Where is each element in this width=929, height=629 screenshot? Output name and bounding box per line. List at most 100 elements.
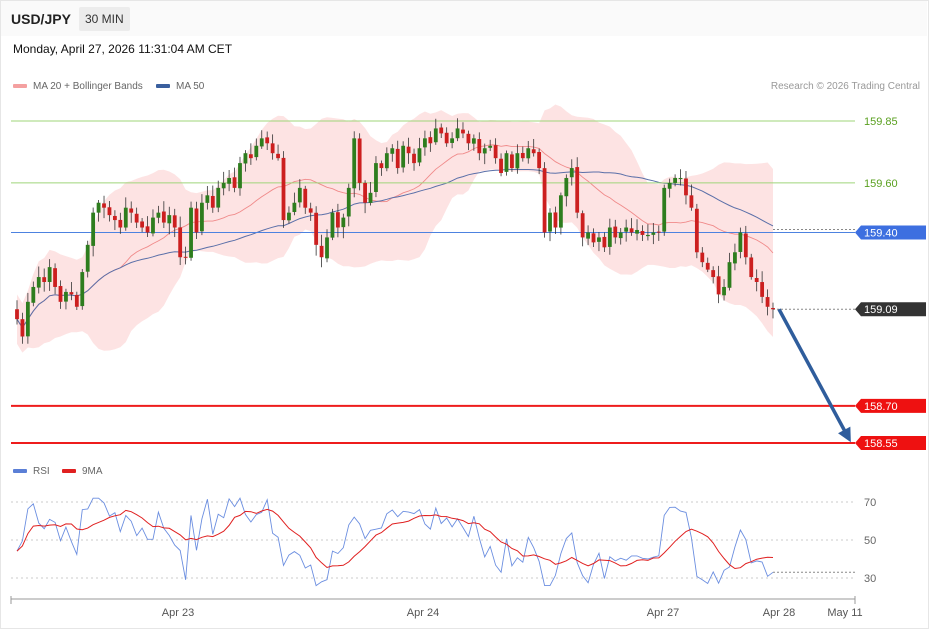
candle-body [221,182,226,189]
candle-body [602,236,607,248]
candle [635,219,639,241]
candle-body [47,267,52,282]
candle-body [69,292,74,295]
x-tick-label: Apr 24 [407,607,439,619]
candle [482,143,487,165]
candle-body [368,192,373,203]
candle-body [248,154,253,159]
candle-body [205,195,210,203]
candle [335,203,340,238]
candle-body [629,228,634,233]
candle-body [80,272,85,307]
candle [140,217,144,233]
candle [531,138,536,157]
candle-body [439,127,444,134]
candle-body [428,137,433,144]
candle-body [705,262,710,270]
candle-body [107,207,112,216]
candle-body [74,294,79,307]
candle [183,246,188,265]
candle-body [646,234,650,237]
level-tag-159.09 [855,302,926,317]
candle [493,138,498,164]
candle-body [635,229,639,234]
candle-body [216,187,221,208]
level-label-158.55: 158.55 [864,438,898,450]
candle [314,206,319,256]
candle [292,192,297,216]
candle-body [178,227,183,258]
candle [537,148,542,175]
level-label-159.40: 159.40 [864,227,898,239]
candle-body [760,282,765,297]
candle [684,170,688,205]
ma50-line [16,168,774,329]
candle-body [112,215,117,221]
candle [102,195,106,219]
level-label-158.70: 158.70 [864,401,898,413]
candle-body [36,277,41,288]
candle [156,205,161,224]
legend-ma50-swatch [156,84,170,89]
candle [743,225,748,265]
candle [651,223,656,245]
level-tag-159.40 [855,225,926,240]
candle [276,144,280,161]
candle [629,218,634,236]
candle-body [346,187,351,217]
candle [455,118,460,142]
candle [308,202,313,221]
candle-body [96,202,101,213]
copyright-label: Research © 2026 Trading Central [770,81,920,92]
candle-body [433,128,438,143]
candle [542,162,547,238]
candle [520,146,525,162]
candle-body [210,195,215,208]
level-label-159.85: 159.85 [864,116,898,128]
candle-body [281,157,286,221]
candle-body [417,148,422,163]
rsi-tick-50: 50 [864,535,876,547]
bollinger-band [17,104,773,353]
candle [477,132,482,161]
candle [319,234,324,268]
candle-body [450,138,455,143]
candle [662,184,667,236]
candle-body [259,138,264,147]
candle [526,140,531,164]
candle [341,213,346,239]
x-tick-label: Apr 23 [162,607,194,619]
candle-body [303,188,308,208]
top-bar [1,1,927,36]
candle-body [406,146,411,154]
candle-body [711,270,716,278]
candle [31,281,36,307]
candle-body [558,195,563,228]
candle-body [493,145,498,159]
candle-body [526,148,531,159]
legend-bollinger: MA 20 + Bollinger Bands [13,81,143,92]
candle [602,232,607,253]
candle-body [330,212,335,238]
candle [390,144,395,162]
candle-body [15,309,19,320]
candle [613,219,618,244]
candle-body [515,153,520,169]
candle [287,206,291,224]
candle-body [477,139,482,154]
candle [80,269,85,310]
candle-body [352,138,357,189]
candle-body [461,129,465,134]
candle [586,225,590,246]
candle-body [537,151,542,169]
candle [368,182,373,206]
candle-body [172,215,177,228]
candle-body [716,276,721,295]
candle [765,289,770,316]
candle-body [564,177,569,197]
candle [510,151,514,172]
candle [733,243,737,271]
candle-body [134,213,139,223]
timeframe-button[interactable]: 30 MIN [79,7,130,31]
candle-body [765,297,770,307]
